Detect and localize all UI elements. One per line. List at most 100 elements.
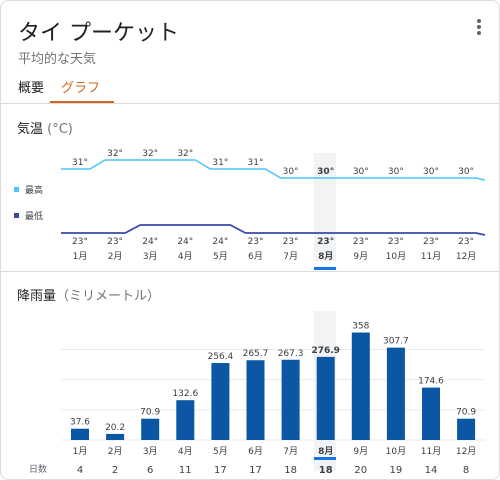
rain-month-label: 11月 xyxy=(421,446,441,457)
high-temp-label: 32° xyxy=(142,149,158,159)
temperature-section-label: 気温 (°C) xyxy=(17,118,73,137)
temperature-unit: (°C) xyxy=(47,122,73,137)
high-temp-label: 30° xyxy=(353,167,369,177)
rain-days-value: 17 xyxy=(214,465,227,476)
high-temp-label: 31° xyxy=(248,158,264,168)
rain-value-label: 267.3 xyxy=(278,349,304,359)
high-temp-label: 30° xyxy=(423,167,439,177)
rain-value-label: 265.7 xyxy=(243,349,269,359)
rain-value-label: 132.6 xyxy=(172,389,198,399)
temp-month-label: 8月 xyxy=(318,251,333,262)
tab-overview[interactable]: 概要 xyxy=(18,81,45,96)
high-temp-label: 30° xyxy=(388,167,404,177)
low-temp-label: 24° xyxy=(177,237,193,247)
high-temp-label: 30° xyxy=(283,167,299,177)
more-options-icon[interactable] xyxy=(477,19,481,35)
temp-month-label: 5月 xyxy=(213,251,228,262)
page-subtitle: 平均的な天気 xyxy=(18,52,97,67)
temp-month-label: 3月 xyxy=(143,251,158,262)
low-temp-label: 23° xyxy=(423,237,439,247)
rain-bar xyxy=(457,418,476,440)
rain-month-label: 5月 xyxy=(213,446,228,457)
page-title: タイ プーケット xyxy=(18,21,179,46)
legend-high-label: 最高 xyxy=(25,184,43,196)
low-temp-label: 23° xyxy=(458,237,474,247)
temp-month-label: 12月 xyxy=(456,251,476,262)
rain-value-label: 70.9 xyxy=(140,408,160,418)
rain-bar xyxy=(141,418,160,440)
low-temp-label: 23° xyxy=(388,237,404,247)
rain-days-value: 8 xyxy=(463,465,469,476)
low-temp-label: 23° xyxy=(107,237,123,247)
rainfall-label: 降雨量 xyxy=(17,289,57,304)
rain-bar xyxy=(386,347,405,440)
rain-value-label: 174.6 xyxy=(418,377,444,387)
rain-month-label: 6月 xyxy=(248,446,263,457)
rain-days-value: 19 xyxy=(390,465,403,476)
rain-days-value: 17 xyxy=(249,465,262,476)
rain-month-label: 3月 xyxy=(143,446,158,457)
tabs-divider xyxy=(1,103,499,104)
rain-value-label: 20.2 xyxy=(105,423,125,433)
rain-days-value: 11 xyxy=(179,465,192,476)
rain-value-label: 256.4 xyxy=(208,352,234,362)
rain-days-value: 18 xyxy=(319,465,333,476)
rain-month-label: 1月 xyxy=(73,446,88,457)
high-temp-label: 31° xyxy=(72,158,88,168)
low-temp-label: 23° xyxy=(283,237,299,247)
tab-graph[interactable]: グラフ xyxy=(61,81,101,96)
temp-month-label: 11月 xyxy=(421,251,441,262)
high-temp-label: 32° xyxy=(177,149,193,159)
rain-days-value: 20 xyxy=(354,465,367,476)
rain-month-label: 10月 xyxy=(386,446,406,457)
rain-bar xyxy=(246,360,265,440)
legend-low-swatch xyxy=(14,213,19,218)
rain-bar xyxy=(176,400,195,440)
temperature-label: 気温 xyxy=(17,122,44,137)
low-temp-label: 24° xyxy=(212,237,228,247)
temp-month-label: 10月 xyxy=(386,251,406,262)
rain-days-value: 18 xyxy=(284,465,297,476)
rain-bar xyxy=(351,332,370,440)
low-temp-line xyxy=(61,224,486,236)
rain-month-label: 4月 xyxy=(178,446,193,457)
low-temp-label: 23° xyxy=(317,237,334,247)
rain-bar xyxy=(106,433,125,440)
rain-days-value: 14 xyxy=(425,465,438,476)
rain-bar xyxy=(316,356,335,440)
high-temp-label: 31° xyxy=(212,158,228,168)
rain-month-label: 8月 xyxy=(318,446,333,457)
active-tab-indicator xyxy=(50,101,114,103)
legend-low-label: 最低 xyxy=(25,210,43,222)
rain-month-label: 2月 xyxy=(108,446,123,457)
rainfall-chart: 37.6 1月 4 20.2 2月 2 70.9 3月 6 132.6 4月 11 256.4 5月 17 2… xyxy=(29,311,485,476)
rain-value-label: 307.7 xyxy=(383,337,409,347)
low-temp-label: 24° xyxy=(142,237,158,247)
rain-bar xyxy=(281,359,300,440)
rain-bar xyxy=(211,363,230,440)
temp-month-label: 6月 xyxy=(248,251,263,262)
high-temp-label: 32° xyxy=(107,149,123,159)
temp-month-label: 7月 xyxy=(283,251,298,262)
rain-month-label: 7月 xyxy=(283,446,298,457)
rain-month-label: 12月 xyxy=(456,446,476,457)
temperature-chart: 最高 最低 31° 23° 1月 32° 23° 2月 32° 24° 3月 32° 24° 4月 31… xyxy=(14,149,486,270)
selected-month-highlight xyxy=(314,153,336,261)
rain-bar xyxy=(422,387,440,440)
legend-high-swatch xyxy=(14,187,19,192)
rain-value-label: 37.6 xyxy=(70,418,90,428)
temp-month-label: 9月 xyxy=(353,251,368,262)
temp-month-label: 4月 xyxy=(178,251,193,262)
temp-month-label: 1月 xyxy=(73,251,88,262)
rainfall-section-label: 降雨量（ミリメートル） xyxy=(17,285,160,304)
low-temp-label: 23° xyxy=(353,237,369,247)
rain-value-label: 70.9 xyxy=(456,408,476,418)
low-temp-label: 23° xyxy=(248,237,264,247)
high-temp-label: 30° xyxy=(458,167,474,177)
rainfall-unit: （ミリメートル） xyxy=(56,289,161,304)
section-divider xyxy=(1,271,499,272)
selected-month-indicator-rain xyxy=(314,457,336,460)
rain-days-value: 4 xyxy=(77,465,83,476)
rain-value-label: 276.9 xyxy=(311,346,339,356)
